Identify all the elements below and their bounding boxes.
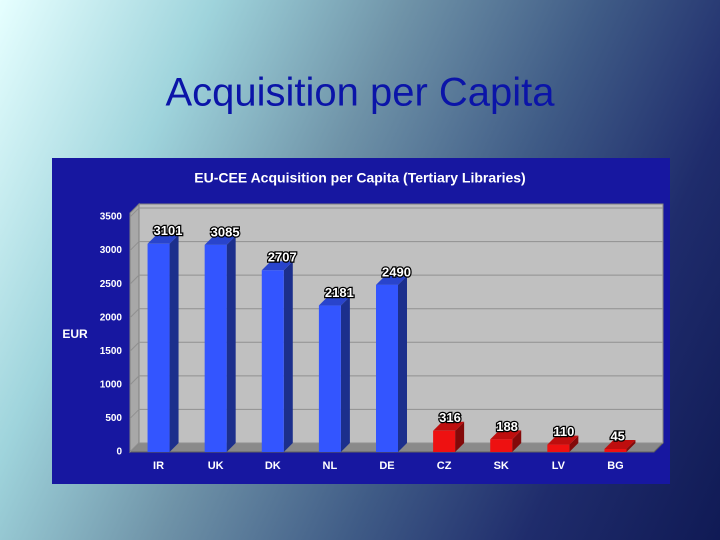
x-tick-label: LV (552, 460, 566, 472)
value-label: 3085 (211, 224, 240, 239)
value-label: 2181 (325, 285, 354, 300)
value-label: 188 (496, 419, 518, 434)
side-wall (129, 202, 140, 454)
bar-top (318, 296, 350, 306)
value-label: 110 (553, 424, 574, 439)
bar-side (340, 296, 350, 452)
bar-side (398, 275, 407, 452)
grid-line-side (129, 341, 140, 352)
x-tick-label: CZ (437, 460, 452, 472)
bar (604, 448, 627, 452)
bar-top (261, 261, 293, 271)
bar (376, 284, 398, 452)
bar-top (433, 421, 465, 431)
y-tick-label: 3500 (100, 212, 123, 223)
grid-line-side (129, 308, 140, 319)
bar-side (626, 439, 636, 452)
bar (261, 270, 284, 452)
y-tick-label: 3000 (100, 245, 123, 256)
bar-top (204, 235, 236, 245)
bar-side (512, 430, 522, 452)
x-tick-label: SK (494, 460, 509, 472)
bar-top (147, 234, 179, 244)
bar-side (226, 235, 236, 452)
grid-line-side (129, 375, 140, 386)
x-tick-label: IR (153, 460, 164, 472)
value-label: 2707 (268, 250, 297, 265)
y-tick-label: 1500 (100, 346, 123, 357)
bar (490, 439, 513, 452)
bar (204, 244, 227, 452)
x-tick-label: DE (379, 460, 394, 472)
value-label: 2490 (382, 264, 411, 279)
bar (547, 444, 570, 452)
y-tick-label: 1000 (100, 379, 123, 390)
bar (318, 305, 341, 452)
y-tick-label: 500 (105, 413, 122, 424)
bar-top (604, 439, 636, 449)
bar-side (569, 435, 579, 452)
y-tick-label: 0 (116, 447, 122, 458)
x-tick-label: DK (265, 460, 281, 472)
slide-title: Acquisition per Capita (165, 71, 555, 115)
bar (433, 430, 456, 452)
bar (147, 243, 170, 452)
bar-top (547, 435, 579, 445)
grid-line-side (129, 442, 140, 453)
bar-top (376, 275, 407, 285)
chart-title: EU-CEE Acquisition per Capita (Tertiary … (194, 170, 525, 186)
x-tick-label: NL (323, 460, 338, 472)
bar-side (455, 421, 465, 452)
y-tick-label: 2000 (100, 312, 123, 323)
grid-line-side (129, 241, 140, 251)
bar-side (169, 234, 179, 452)
bar-top (490, 430, 522, 440)
value-label: 316 (439, 410, 461, 425)
y-tick-label: 2500 (100, 279, 123, 290)
value-label: 45 (610, 428, 624, 443)
value-label: 3101 (154, 223, 183, 238)
bar-side (283, 261, 293, 452)
y-axis-label: EUR (62, 327, 88, 341)
x-tick-label: UK (208, 460, 224, 472)
grid-line-side (129, 409, 140, 419)
x-tick-label: BG (607, 460, 624, 472)
grid-line-side (129, 274, 140, 285)
grid-line-side (129, 207, 140, 218)
